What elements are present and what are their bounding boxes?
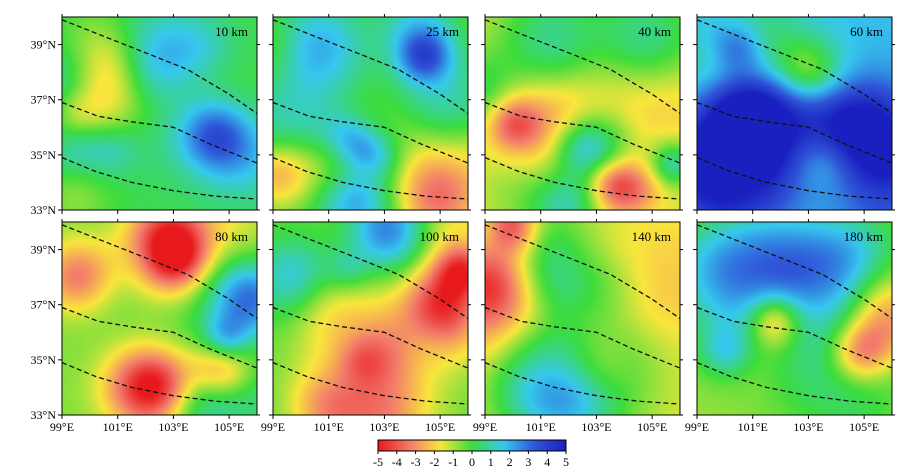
- y-tick-label: 37°N: [31, 93, 57, 107]
- colorbar-tick-label: -2: [429, 455, 439, 469]
- x-tick-label: 101°E: [526, 420, 556, 434]
- panel-frame: [484, 221, 681, 416]
- x-tick-label: 99°E: [50, 420, 74, 434]
- x-tick-label: 99°E: [685, 420, 709, 434]
- map-panel: 100 km: [269, 219, 471, 419]
- fault-line: [485, 101, 680, 164]
- fault-line: [62, 306, 257, 369]
- colorbar-tick-label: 2: [507, 455, 513, 469]
- colorbar-tick-label: 4: [544, 455, 550, 469]
- depth-label: 10 km: [215, 24, 248, 39]
- velocity-heatmap: [697, 222, 892, 415]
- map-panel: 80 km: [58, 219, 260, 419]
- x-tick-label: 105°E: [849, 420, 879, 434]
- velocity-heatmap: [62, 222, 257, 415]
- panel-frame: [272, 16, 469, 211]
- colorbar-tick-label: 3: [525, 455, 531, 469]
- fault-line: [62, 101, 257, 164]
- x-tick-label: 103°E: [158, 420, 188, 434]
- fault-line: [697, 306, 892, 369]
- panel-frame: [696, 221, 893, 416]
- fault-line: [273, 306, 468, 369]
- y-tick-label: 39°N: [31, 38, 57, 52]
- depth-label: 140 km: [632, 229, 671, 244]
- x-tick-label: 103°E: [793, 420, 823, 434]
- colorbar-tick-label: 5: [563, 455, 569, 469]
- colorbar-tick-label: -5: [373, 455, 383, 469]
- x-tick-label: 101°E: [738, 420, 768, 434]
- velocity-heatmap: [485, 222, 680, 415]
- x-tick-label: 99°E: [473, 420, 497, 434]
- velocity-heatmap: [697, 17, 892, 210]
- fault-line: [62, 224, 257, 320]
- depth-label: 180 km: [844, 229, 883, 244]
- fault-line: [485, 19, 680, 115]
- depth-label: 100 km: [420, 229, 459, 244]
- panel-frame: [61, 16, 258, 211]
- x-tick-label: 103°E: [369, 420, 399, 434]
- y-tick-label: 39°N: [31, 243, 57, 257]
- fault-line: [697, 19, 892, 115]
- panel-frame: [484, 16, 681, 211]
- map-panel: 180 km: [693, 219, 895, 419]
- fault-line: [697, 101, 892, 164]
- colorbar-gradient: [377, 439, 567, 452]
- depth-label: 40 km: [638, 24, 671, 39]
- fault-line: [485, 306, 680, 369]
- colorbar-tick-label: -3: [411, 455, 421, 469]
- map-panel: 60 km: [693, 14, 895, 214]
- y-tick-label: 33°N: [31, 408, 57, 422]
- depth-label: 25 km: [426, 24, 459, 39]
- panel-frame: [696, 16, 893, 211]
- colorbar-tick-label: -4: [392, 455, 402, 469]
- map-panel: 25 km: [269, 14, 471, 214]
- fault-line: [485, 224, 680, 320]
- panel-frame: [61, 221, 258, 416]
- colorbar-tick-label: 1: [488, 455, 494, 469]
- map-panel: 10 km: [58, 14, 260, 214]
- axis-ticks: 33°N 35°N 37°N 39°N 33°N 35°N 37°N 39°N 99°E 101°…: [31, 38, 880, 434]
- y-tick-label: 35°N: [31, 353, 57, 367]
- velocity-heatmap: [62, 17, 257, 210]
- velocity-heatmap: [273, 222, 468, 415]
- x-tick-label: 99°E: [261, 420, 285, 434]
- x-tick-label: 105°E: [637, 420, 667, 434]
- fault-line: [697, 224, 892, 320]
- x-tick-label: 105°E: [425, 420, 455, 434]
- fault-line: [273, 224, 468, 320]
- colorbar-tick-label: 0: [469, 455, 475, 469]
- x-tick-label: 101°E: [103, 420, 133, 434]
- panel-frame: [272, 221, 469, 416]
- y-tick-label: 33°N: [31, 203, 57, 217]
- depth-label: 80 km: [215, 229, 248, 244]
- y-tick-label: 37°N: [31, 298, 57, 312]
- fault-line: [62, 19, 257, 115]
- y-tick-label: 35°N: [31, 148, 57, 162]
- x-tick-label: 105°E: [214, 420, 244, 434]
- x-tick-label: 103°E: [581, 420, 611, 434]
- velocity-heatmap: [273, 17, 468, 210]
- map-panel: 40 km: [481, 14, 683, 214]
- map-panels: 10 km 25 km 40 km 60 km 80 km 100 km 140 km 180…: [58, 14, 895, 419]
- fault-line: [273, 101, 468, 164]
- colorbar-tick-label: -1: [448, 455, 458, 469]
- fault-line: [273, 19, 468, 115]
- velocity-heatmap: [485, 17, 680, 210]
- x-tick-label: 101°E: [314, 420, 344, 434]
- depth-label: 60 km: [850, 24, 883, 39]
- map-panel: 140 km: [481, 219, 683, 419]
- colorbar: -5 -4 -3 -2 -1 0 1 2 3 4 5: [373, 439, 569, 469]
